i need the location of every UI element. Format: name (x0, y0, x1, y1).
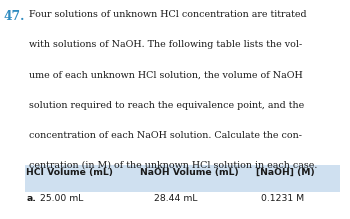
Text: with solutions of NaOH. The following table lists the vol-: with solutions of NaOH. The following ta… (29, 40, 302, 49)
Text: 25.00 mL: 25.00 mL (40, 194, 83, 203)
Text: a.: a. (26, 194, 36, 203)
Text: HCl Volume (mL): HCl Volume (mL) (26, 168, 113, 177)
Text: centration (in M) of the unknown HCl solution in each case.: centration (in M) of the unknown HCl sol… (29, 161, 317, 170)
Text: 0.1231 M: 0.1231 M (261, 194, 304, 203)
Text: 28.44 mL: 28.44 mL (154, 194, 197, 203)
Text: ume of each unknown HCl solution, the volume of NaOH: ume of each unknown HCl solution, the vo… (29, 70, 302, 79)
FancyBboxPatch shape (25, 165, 339, 192)
Text: 47.: 47. (4, 10, 25, 23)
Text: solution required to reach the equivalence point, and the: solution required to reach the equivalen… (29, 101, 304, 110)
Text: Four solutions of unknown HCl concentration are titrated: Four solutions of unknown HCl concentrat… (29, 10, 306, 19)
Text: [NaOH] (M): [NaOH] (M) (256, 168, 314, 177)
Text: NaOH Volume (mL): NaOH Volume (mL) (140, 168, 239, 177)
Text: concentration of each NaOH solution. Calculate the con-: concentration of each NaOH solution. Cal… (29, 131, 302, 140)
